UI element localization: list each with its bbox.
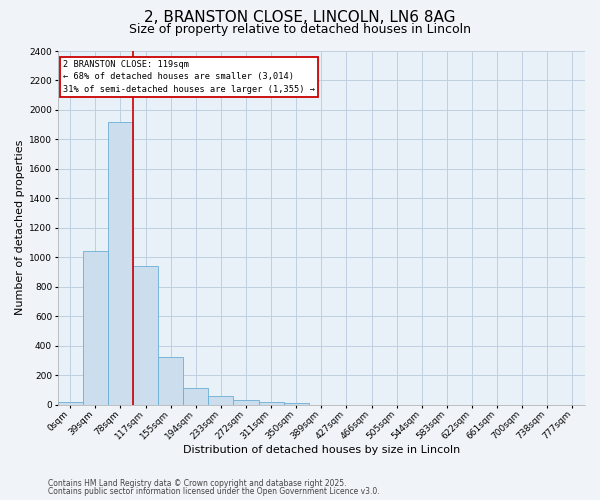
Bar [108,122,133,405]
Bar [83,252,108,404]
X-axis label: Distribution of detached houses by size in Lincoln: Distribution of detached houses by size … [183,445,460,455]
Bar [58,402,83,404]
Text: Contains public sector information licensed under the Open Government Licence v3: Contains public sector information licen… [48,487,380,496]
Bar [284,403,309,404]
Bar [233,400,259,404]
Bar [259,402,284,404]
Bar [183,388,208,404]
Y-axis label: Number of detached properties: Number of detached properties [15,140,25,316]
Bar [208,396,233,404]
Bar [158,358,183,405]
Text: 2 BRANSTON CLOSE: 119sqm
← 68% of detached houses are smaller (3,014)
31% of sem: 2 BRANSTON CLOSE: 119sqm ← 68% of detach… [63,60,315,94]
Text: 2, BRANSTON CLOSE, LINCOLN, LN6 8AG: 2, BRANSTON CLOSE, LINCOLN, LN6 8AG [144,10,456,25]
Bar [133,266,158,404]
Text: Contains HM Land Registry data © Crown copyright and database right 2025.: Contains HM Land Registry data © Crown c… [48,478,347,488]
Text: Size of property relative to detached houses in Lincoln: Size of property relative to detached ho… [129,22,471,36]
